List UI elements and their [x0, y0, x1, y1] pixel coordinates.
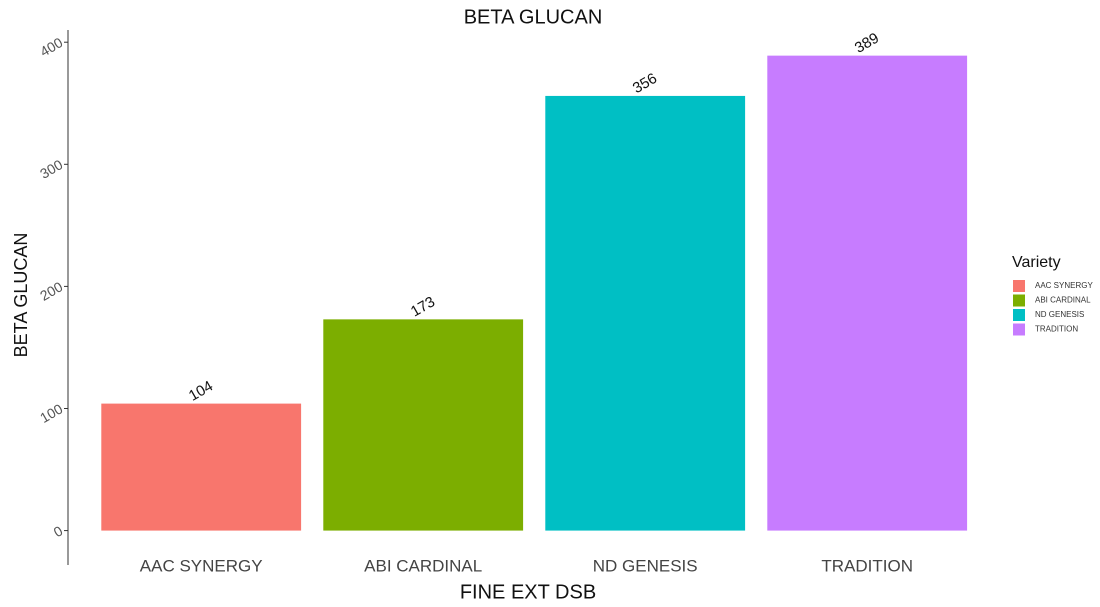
legend-title: Variety [1012, 254, 1061, 271]
value-label: 389 [852, 30, 882, 57]
legend-label: ABI CARDINAL [1035, 296, 1091, 305]
chart-title: BETA GLUCAN [464, 6, 603, 28]
x-tick-label: TRADITION [821, 556, 913, 575]
legend-key [1013, 294, 1025, 307]
bar [545, 95, 746, 531]
legend-label: AAC SYNERGY [1035, 281, 1093, 290]
x-axis-label: FINE EXT DSB [460, 581, 596, 603]
value-label: 104 [186, 378, 216, 405]
bar [323, 319, 524, 531]
y-tick-label: 0 [51, 522, 66, 540]
legend-label: ND GENESIS [1035, 310, 1084, 319]
y-axis-label: BETA GLUCAN [11, 233, 31, 358]
x-tick-label: ABI CARDINAL [364, 556, 482, 575]
value-label: 356 [630, 70, 660, 97]
legend-label: TRADITION [1035, 325, 1078, 334]
bar [767, 55, 968, 531]
y-tick-label: 400 [37, 34, 65, 60]
legend-key [1013, 323, 1025, 336]
bar [101, 403, 302, 531]
legend-key [1013, 309, 1025, 321]
value-label: 173 [408, 293, 438, 320]
y-tick-label: 100 [37, 400, 65, 426]
x-tick-label: AAC SYNERGY [140, 556, 263, 575]
legend-key [1013, 280, 1025, 292]
y-tick-label: 200 [37, 278, 65, 304]
y-tick-label: 300 [37, 156, 65, 182]
x-tick-label: ND GENESIS [593, 556, 698, 575]
